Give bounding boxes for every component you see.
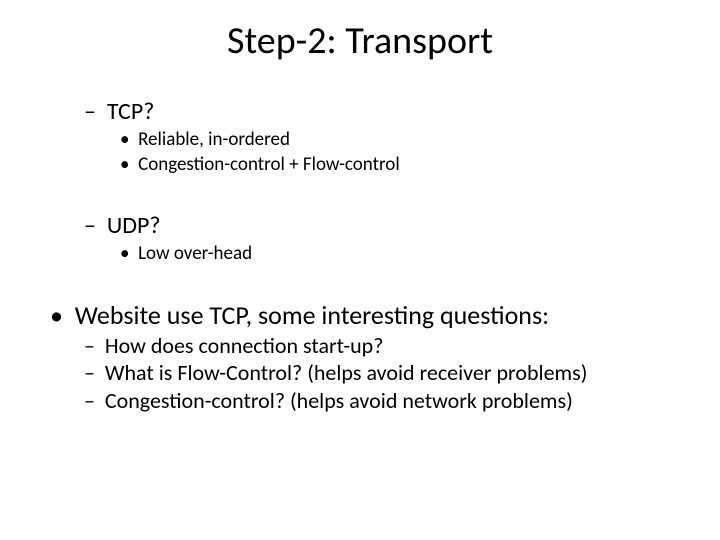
tcp-point: Reliable, in-ordered [120, 128, 680, 152]
main-heading: Website use TCP, some interesting questi… [50, 299, 680, 332]
slide-title: Step-2: Transport [0, 18, 720, 64]
main-point: How does connection start-up? [84, 332, 680, 360]
slide-body: TCP? Reliable, in-ordered Congestion-con… [50, 95, 680, 414]
udp-point: Low over-head [120, 242, 680, 266]
tcp-heading: TCP? [84, 97, 680, 127]
main-point: Congestion-control? (helps avoid network… [84, 387, 680, 415]
tcp-point: Congestion-control + Flow-control [120, 153, 680, 177]
slide: Step-2: Transport TCP? Reliable, in-orde… [0, 0, 720, 540]
main-point: What is Flow-Control? (helps avoid recei… [84, 359, 680, 387]
udp-heading: UDP? [84, 211, 680, 241]
